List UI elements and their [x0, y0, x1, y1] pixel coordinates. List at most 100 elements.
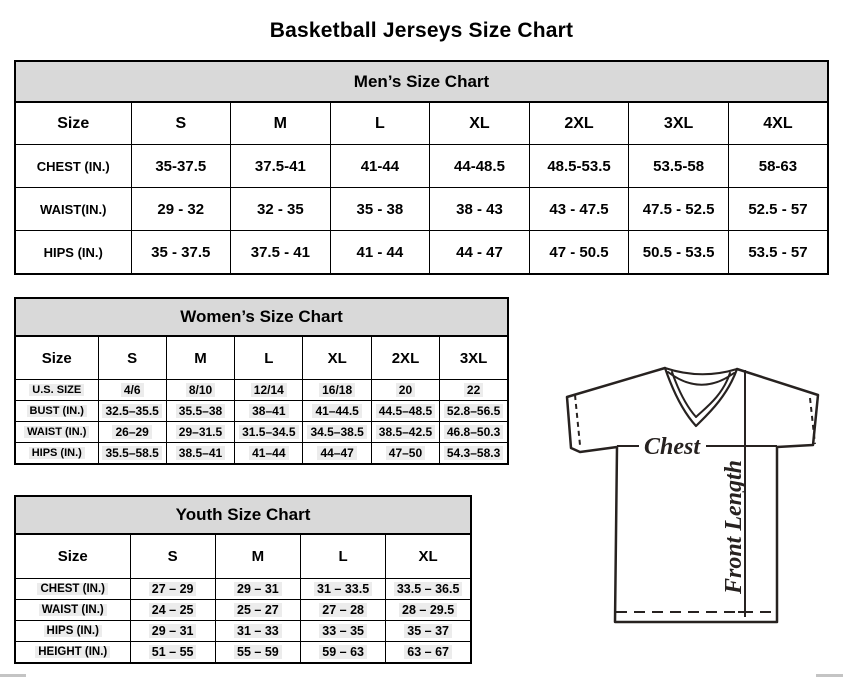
- front-length-measure-line: [738, 370, 752, 617]
- size-value-cell: 34.5–38.5: [302, 421, 372, 443]
- jersey-outline: [565, 366, 820, 624]
- row-label: WAIST (IN.): [14, 599, 131, 621]
- size-value-cell: 20: [370, 379, 441, 401]
- size-value-cell: 46.8–50.3: [439, 421, 509, 443]
- size-value-cell: 41–44: [234, 442, 304, 465]
- size-value-cell: 38.5–42.5: [370, 421, 441, 443]
- column-header: L: [299, 533, 387, 579]
- column-header: L: [329, 101, 431, 145]
- column-header: 2XL: [370, 335, 441, 380]
- size-value-cell: 12/14: [234, 379, 304, 401]
- front-length-label: Front Length: [721, 460, 747, 595]
- size-value-cell: 35 - 38: [329, 187, 431, 231]
- column-header: S: [129, 533, 216, 579]
- size-value-cell: 48.5-53.5: [528, 144, 630, 188]
- size-value-cell: 59 – 63: [299, 641, 387, 664]
- cuff-dashed-line-left: [574, 394, 581, 446]
- size-value-cell: 54.3–58.3: [439, 442, 509, 465]
- table-row: HIPS (IN.) 35 - 37.5 37.5 - 41 41 - 44 44 - …: [14, 230, 829, 275]
- jersey-collar-inner-v: [671, 371, 731, 418]
- size-value-cell: 37.5 - 41: [230, 230, 331, 275]
- table-row: WAIST (IN.) 26–29 29–31.5 31.5–34.5 34.5–38.…: [14, 421, 509, 443]
- size-value-cell: 58-63: [727, 144, 829, 188]
- size-value-cell: 47 - 50.5: [528, 230, 630, 275]
- table-row: HIPS (IN.) 29 – 31 31 – 33 33 – 35 35 – 37: [14, 620, 472, 642]
- youth-size-table: Size S M L XL CHEST (IN.) 27 – 29 29 – 31 31 – 3…: [14, 533, 472, 664]
- size-value-cell: 44.5–48.5: [370, 400, 441, 422]
- size-value-cell: 52.5 - 57: [727, 187, 829, 231]
- size-value-cell: 38.5–41: [165, 442, 236, 465]
- scrollbar-fragment-right: [816, 674, 843, 677]
- mens-size-chart-section: Men’s Size Chart Size S M L XL 2XL 3XL 4XL CHEST…: [14, 60, 829, 275]
- size-value-cell: 16/18: [302, 379, 372, 401]
- size-value-cell: 32 - 35: [230, 187, 331, 231]
- size-value-cell: 43 - 47.5: [528, 187, 630, 231]
- table-row: HEIGHT (IN.) 51 – 55 55 – 59 59 – 63 63 – 67: [14, 641, 472, 664]
- chest-label: Chest: [644, 434, 701, 460]
- column-header: 2XL: [528, 101, 630, 145]
- size-value-cell: 32.5–35.5: [97, 400, 167, 422]
- size-value-cell: 31 – 33: [214, 620, 302, 642]
- size-value-cell: 22: [439, 379, 509, 401]
- size-value-cell: 26–29: [97, 421, 167, 443]
- column-header: XL: [302, 335, 372, 380]
- size-value-cell: 28 – 29.5: [385, 599, 472, 621]
- size-value-cell: 44–47: [302, 442, 372, 465]
- size-value-cell: 27 – 29: [129, 578, 216, 600]
- size-value-cell: 50.5 - 53.5: [628, 230, 729, 275]
- column-header: S: [130, 101, 232, 145]
- row-label: BUST (IN.): [14, 400, 99, 422]
- column-header: M: [214, 533, 302, 579]
- size-value-cell: 35.5–58.5: [97, 442, 167, 465]
- table-row: CHEST (IN.) 27 – 29 29 – 31 31 – 33.5 33.5 –…: [14, 578, 472, 600]
- size-value-cell: 37.5-41: [230, 144, 331, 188]
- size-header-row: Size S M L XL: [14, 533, 472, 579]
- size-value-cell: 8/10: [165, 379, 236, 401]
- size-value-cell: 29–31.5: [165, 421, 236, 443]
- column-header: S: [97, 335, 167, 380]
- size-value-cell: 63 – 67: [385, 641, 472, 664]
- row-label: WAIST(IN.): [14, 187, 132, 231]
- size-value-cell: 31 – 33.5: [299, 578, 387, 600]
- size-value-cell: 35 - 37.5: [130, 230, 232, 275]
- row-label: CHEST (IN.): [14, 578, 131, 600]
- size-value-cell: 51 – 55: [129, 641, 216, 664]
- column-header: 3XL: [628, 101, 729, 145]
- size-value-cell: 44 - 47: [429, 230, 530, 275]
- womens-size-chart-section: Women’s Size Chart Size S M L XL 2XL 3XL U.S. S…: [14, 297, 509, 465]
- size-value-cell: 25 – 27: [214, 599, 302, 621]
- size-value-cell: 31.5–34.5: [234, 421, 304, 443]
- jersey-measurement-diagram: Chest Front Length: [565, 366, 820, 624]
- row-label: U.S. SIZE: [14, 379, 99, 401]
- size-header-row: Size S M L XL 2XL 3XL: [14, 335, 509, 380]
- size-value-cell: 41 - 44: [329, 230, 431, 275]
- column-header: Size: [14, 101, 132, 145]
- mens-size-table: Size S M L XL 2XL 3XL 4XL CHEST (IN.) 35-37.5 37.5…: [14, 101, 829, 275]
- size-value-cell: 41–44.5: [302, 400, 372, 422]
- size-value-cell: 4/6: [97, 379, 167, 401]
- size-value-cell: 35 – 37: [385, 620, 472, 642]
- jersey-collar-top-arcs: [664, 367, 738, 386]
- scrollbar-fragment-left: [0, 674, 26, 677]
- table-row: CHEST (IN.) 35-37.5 37.5-41 41-44 44-48.5 48.…: [14, 144, 829, 188]
- column-header: 4XL: [727, 101, 829, 145]
- size-value-cell: 47–50: [370, 442, 441, 465]
- size-value-cell: 53.5 - 57: [727, 230, 829, 275]
- size-value-cell: 29 - 32: [130, 187, 232, 231]
- row-label: HIPS (IN.): [14, 442, 99, 465]
- row-label: HIPS (IN.): [14, 230, 132, 275]
- column-header: Size: [14, 335, 99, 380]
- size-value-cell: 33.5 – 36.5: [385, 578, 472, 600]
- column-header: M: [165, 335, 236, 380]
- table-row: WAIST (IN.) 24 – 25 25 – 27 27 – 28 28 – 29.…: [14, 599, 472, 621]
- row-label: HIPS (IN.): [14, 620, 131, 642]
- youth-chart-title: Youth Size Chart: [14, 495, 472, 533]
- size-value-cell: 47.5 - 52.5: [628, 187, 729, 231]
- table-row: HIPS (IN.) 35.5–58.5 38.5–41 41–44 44–47 47–5…: [14, 442, 509, 465]
- womens-size-table: Size S M L XL 2XL 3XL U.S. SIZE 4/6 8/10 12/14 16/1…: [14, 335, 509, 465]
- column-header: L: [234, 335, 304, 380]
- jersey-collar-outer-v: [663, 366, 739, 428]
- table-row: BUST (IN.) 32.5–35.5 35.5–38 38–41 41–44.5 44…: [14, 400, 509, 422]
- size-value-cell: 24 – 25: [129, 599, 216, 621]
- size-value-cell: 44-48.5: [429, 144, 530, 188]
